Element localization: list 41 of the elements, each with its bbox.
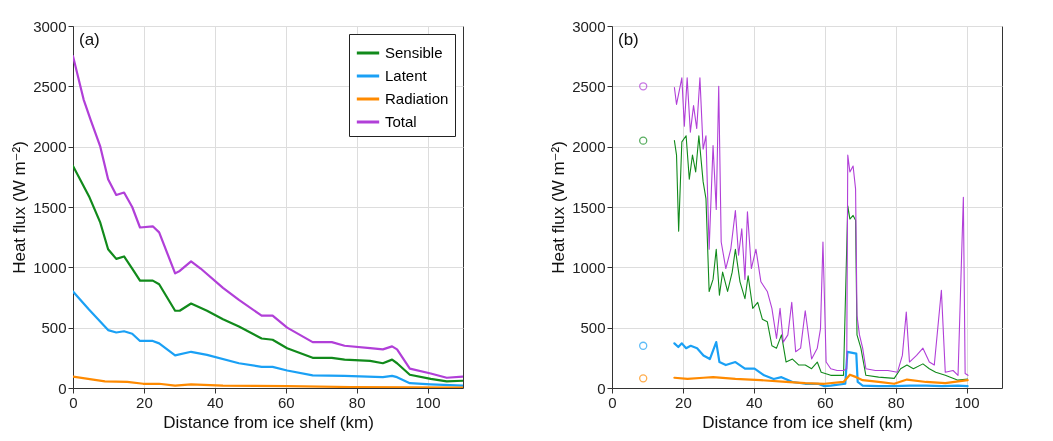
x-tick-label: 20 (136, 393, 153, 411)
x-axis-title: Distance from ice shelf (km) (702, 412, 913, 432)
legend-label: Latent (385, 67, 428, 84)
x-tick-label: 80 (348, 393, 366, 411)
y-tick-label: 2000 (33, 138, 67, 156)
y-tick-label: 0 (58, 379, 67, 397)
y-tick-label: 2500 (572, 77, 606, 95)
x-tick-label: 100 (415, 393, 441, 411)
annotation: (b) (618, 30, 639, 49)
x-tick-label: 60 (816, 393, 834, 411)
line-series (673, 77, 969, 376)
x-tick-label: 40 (745, 393, 763, 411)
y-axis-title: Heat flux (W m⁻²) (549, 141, 569, 274)
x-tick-label: 100 (954, 393, 980, 411)
y-tick-label: 2500 (33, 77, 67, 95)
y-tick-label: 1000 (33, 258, 67, 276)
y-tick-label: 3000 (572, 17, 606, 35)
x-tick-label: 0 (69, 393, 78, 411)
x-tick-label: 80 (887, 393, 905, 411)
line-series (73, 164, 463, 383)
x-tick-label: 40 (206, 393, 224, 411)
y-tick-label: 500 (580, 319, 606, 337)
y-tick-label: 2000 (572, 138, 606, 156)
x-tick-label: 20 (675, 393, 692, 411)
y-tick-label: 3000 (33, 17, 67, 35)
legend-label: Radiation (385, 90, 449, 107)
legend-label: Sensible (385, 44, 443, 61)
y-tick-label: 1500 (572, 198, 606, 216)
legend-label: Total (385, 113, 417, 130)
x-tick-label: 60 (277, 393, 295, 411)
x-axis-title: Distance from ice shelf (km) (163, 412, 374, 432)
y-tick-label: 1000 (572, 258, 606, 276)
line-series (673, 341, 969, 388)
y-tick-label: 0 (597, 379, 606, 397)
line-series (673, 135, 969, 381)
y-tick-label: 500 (41, 319, 67, 337)
y-tick-label: 1500 (33, 198, 67, 216)
annotation: (a) (79, 30, 100, 49)
y-axis-title: Heat flux (W m⁻²) (10, 141, 30, 274)
line-series (673, 373, 969, 385)
x-tick-label: 0 (608, 393, 617, 411)
